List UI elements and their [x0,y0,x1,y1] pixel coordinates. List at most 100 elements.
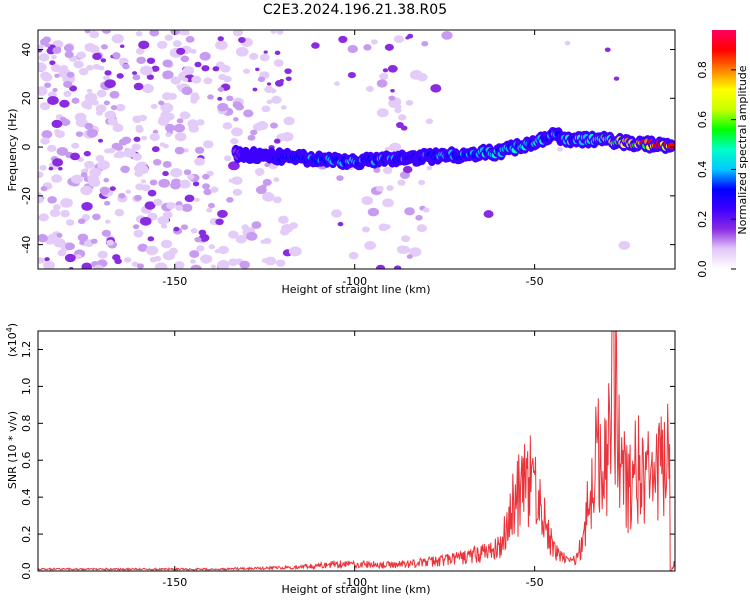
spectrogram-cell [64,253,76,263]
spectrogram-cell [182,77,189,82]
spectrogram-cell [77,233,89,242]
spectrogram-cell [71,97,80,104]
spectrogram-cell [194,61,202,68]
spectrogram-cell [210,186,219,193]
spectrogram-cell [136,56,146,64]
spectrogram-cell [97,138,104,143]
spectrogram-cell [394,107,402,114]
spectrogram-cell [228,230,239,239]
spectrogram-cell [422,207,430,213]
spectrogram-cell [38,49,42,53]
spectrogram-cell [382,166,393,175]
spectrogram-cell [222,122,233,130]
spectrogram-cell [173,123,186,133]
spectrogram-cell [202,173,210,180]
spectrogram-cell [183,148,189,153]
spectrogram-cell [51,174,63,183]
spectrogram-cell [53,204,61,211]
spectrogram-cell [158,115,171,124]
spectrogram-cell [261,258,269,263]
spectrogram-cell [276,30,284,35]
spectrogram-cell [142,83,154,94]
spectrogram-cell [158,178,171,188]
spectrogram-cell [176,118,184,124]
spectrogram-cell [97,160,110,170]
spectrogram-cell [181,203,193,212]
spectrogram-cell [194,197,200,202]
spectrogram-cell [190,228,198,234]
spectrogram-cell [232,188,243,196]
spectrogram-cell [118,192,126,199]
spectrogram-cell [203,188,212,196]
spectrogram-cell [266,99,273,105]
spectrogram-cell [170,167,183,178]
spectrogram-cell [81,202,93,211]
spectrogram-cell [361,226,370,233]
spectrogram-cell [75,117,88,128]
spectrogram-cell [252,123,264,131]
spectrogram-cell [114,144,124,151]
spectrogram-cell [160,223,168,229]
spectrogram-cell [71,142,80,149]
spectrogram-cell [158,100,165,106]
spectrogram-cell [387,64,398,73]
spectrogram-cell [60,209,70,218]
spectrogram-cell [149,30,160,37]
spectrogram-cell [133,229,144,238]
spectrogram-cell [556,147,563,152]
spectrogram-cell [104,110,117,120]
spectrogram-cell [137,243,149,252]
spectrogram-cell [207,94,214,100]
spectrogram-cell [78,67,89,76]
spectrogram-cell [121,136,132,145]
spectrogram-cell [151,65,160,72]
spectrogram-cell [60,197,73,208]
spectrogram-cell [51,119,63,129]
spectrogram-cell [139,65,153,76]
spectrogram-cell [220,64,231,73]
spectrogram-cell [65,219,75,226]
spectrogram-cell [270,30,277,34]
spectrogram-cell [384,224,391,230]
spectrogram-cell [165,132,172,138]
spectrogram-cell [246,231,258,241]
spectrogram-cell [174,146,185,155]
spectrogram-cell [179,179,191,189]
spectrogram-cell [231,127,243,137]
spectrogram-cell [194,146,205,154]
snr-xtick-label: -150 [162,576,187,589]
spectrogram-cell [190,48,197,54]
spectrogram-cell [97,250,108,259]
spectrogram-cell [202,140,214,149]
spectrogram-ylabel: Frequency (Hz) [6,109,19,192]
spectrogram-cell [135,47,145,55]
spectrogram-cell [264,162,270,168]
spectrogram-cell [59,99,70,108]
spectrogram-cell [100,58,107,63]
spectrogram-cell [84,160,95,169]
spectrogram-cell [104,219,111,224]
spectrogram-cell [164,34,173,41]
spectrogram-cell [232,30,243,37]
spectrogram-cell [274,50,281,55]
colorbar-tick-label: 0.6 [696,111,709,129]
spectrogram-cell [44,257,50,262]
spectrogram-cell [283,116,295,126]
spectrogram-cell [212,66,220,72]
spectrogram-cell [81,100,93,109]
spectrogram-cell [255,67,260,72]
spectrogram-cell [65,242,75,251]
spectrogram-cell [405,99,414,106]
spectrogram-cell [144,201,156,210]
spectrogram-cell [84,122,94,130]
spectrogram-cell [172,40,182,48]
spectrogram-cell [217,86,225,92]
snr-ytick-label: 0.4 [20,488,33,506]
spectrogram-cell [96,89,107,98]
spectrogram-cell [112,52,121,59]
spectrogram-cell [69,266,74,269]
spectrogram-cell [217,259,230,269]
spectrogram-cell [235,46,249,57]
spectrogram-cell [199,51,211,61]
